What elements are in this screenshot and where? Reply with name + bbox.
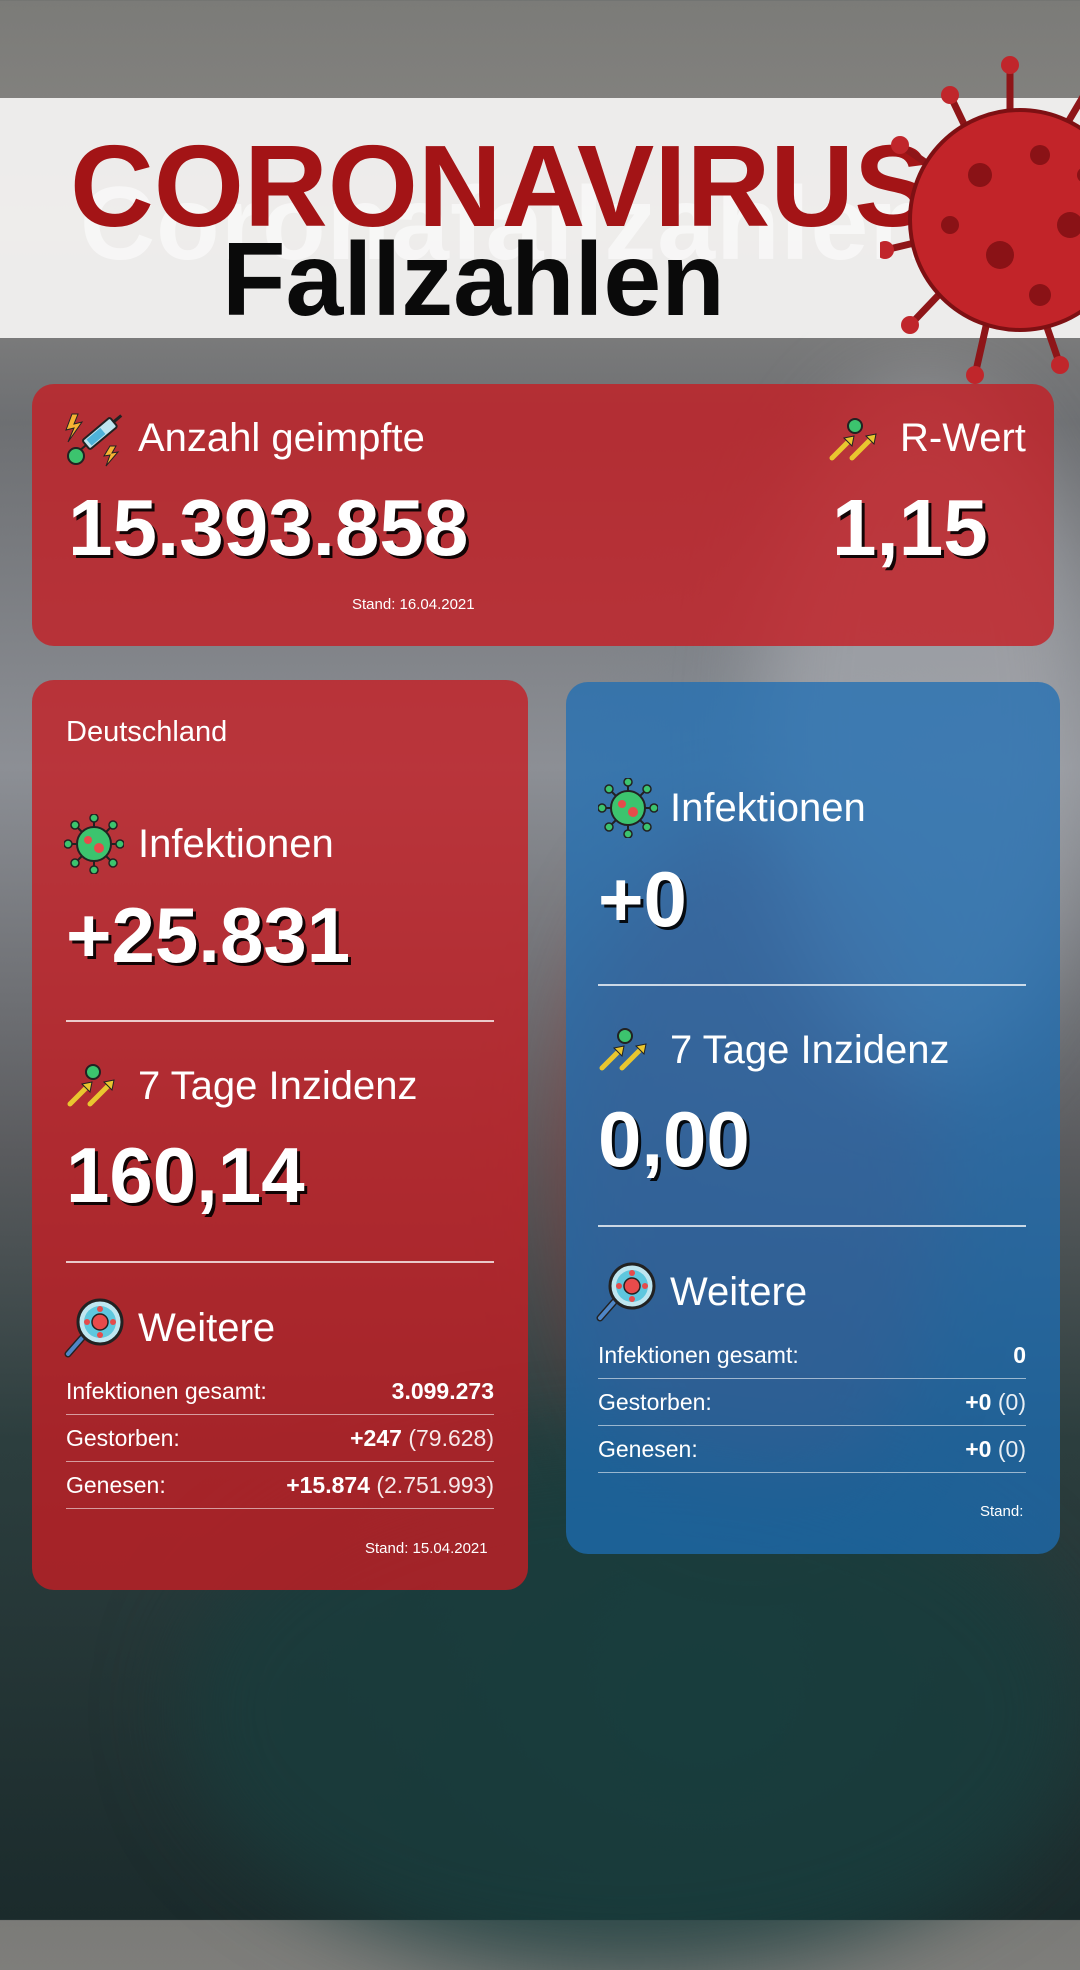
virus-icon [598,778,658,838]
table-row: Genesen: +15.874 (2.751.993) [66,1462,494,1509]
germany-stand: Stand: 15.04.2021 [365,1540,488,1557]
incidence-value: 160,14 [66,1131,305,1219]
infections-label: Infektionen [670,786,866,830]
row-total: (0) [997,1435,1026,1462]
row-value: +0 [965,1435,992,1462]
divider [598,984,1026,986]
title-fallzahlen: Fallzahlen [222,222,725,338]
r-value: 1,15 [832,483,988,572]
header-ghost-text: Coronafallzahlen [80,166,934,282]
germany-card [32,680,528,1590]
syringe-icon [65,413,123,467]
infections-label: Infektionen [138,822,334,866]
incidence-label: 7 Tage Inzidenz [670,1028,950,1072]
table-row: Infektionen gesamt: 0 [598,1332,1026,1379]
row-value: 3.099.273 [391,1377,494,1404]
region-stand: Stand: [980,1503,1024,1520]
divider [598,1225,1026,1227]
row-label: Infektionen gesamt: [66,1377,267,1404]
more-label: Weitere [670,1270,808,1314]
divider [66,1020,494,1022]
row-label: Genesen: [598,1435,698,1462]
incidence-value: 0,00 [598,1095,750,1183]
trend-arrows-icon [67,1064,115,1107]
table-row: Gestorben: +0 (0) [598,1379,1026,1426]
row-label: Gestorben: [66,1424,180,1451]
virus-icon [64,814,124,874]
vaccinated-label: Anzahl geimpfte [138,416,425,460]
more-label: Weitere [138,1306,276,1350]
divider [66,1261,494,1263]
trend-arrows-icon [599,1028,647,1071]
incidence-label: 7 Tage Inzidenz [138,1064,418,1108]
title-coronavirus: CORONAVIRUS [70,121,932,251]
magnifier-virus-icon [596,1262,656,1322]
vaccinated-stand: Stand: 16.04.2021 [352,596,475,613]
table-row: Genesen: +0 (0) [598,1426,1026,1473]
trend-arrows-icon [829,418,877,461]
row-label: Gestorben: [598,1388,712,1415]
row-value: +15.874 [286,1471,370,1498]
row-total: (2.751.993) [376,1471,494,1498]
vaccination-card [32,384,1054,646]
r-value-label: R-Wert [900,416,1026,460]
region-label: Deutschland [66,716,228,748]
row-value: 0 [1013,1341,1026,1368]
infections-value: +0 [598,855,687,943]
row-total: (0) [997,1388,1026,1415]
coronavirus-icon [880,56,1080,384]
row-value: +247 [350,1424,402,1451]
vaccinated-value: 15.393.858 [68,483,469,572]
infections-value: +25.831 [66,891,351,979]
table-row: Gestorben: +247 (79.628) [66,1415,494,1462]
row-label: Genesen: [66,1471,166,1498]
row-total: (79.628) [408,1424,494,1451]
magnifier-virus-icon [64,1298,124,1358]
row-label: Infektionen gesamt: [598,1341,799,1368]
row-value: +0 [965,1388,992,1415]
table-row: Infektionen gesamt: 3.099.273 [66,1368,494,1415]
